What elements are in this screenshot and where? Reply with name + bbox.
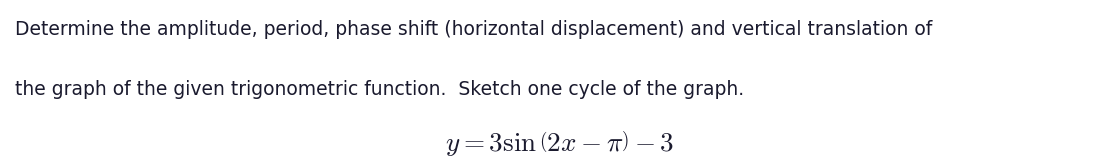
Text: $y = 3\sin\left(2x - \pi\right) - 3$: $y = 3\sin\left(2x - \pi\right) - 3$: [446, 129, 674, 158]
Text: the graph of the given trigonometric function.  Sketch one cycle of the graph.: the graph of the given trigonometric fun…: [15, 80, 744, 99]
Text: Determine the amplitude, period, phase shift (horizontal displacement) and verti: Determine the amplitude, period, phase s…: [15, 20, 932, 39]
